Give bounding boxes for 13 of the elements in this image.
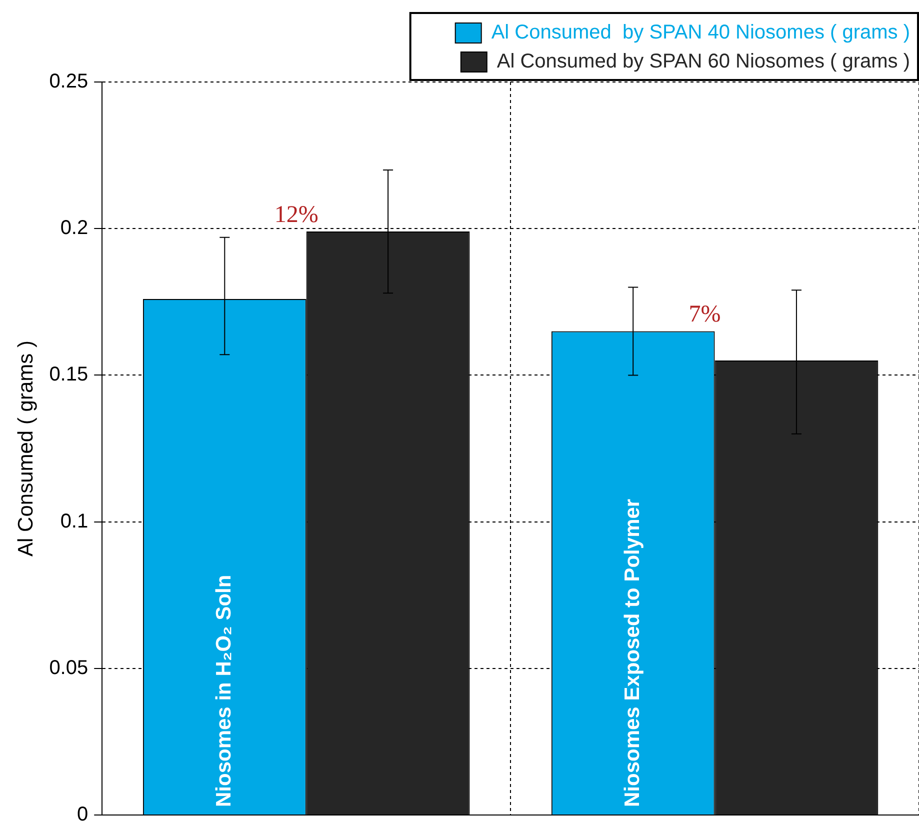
legend-label: Al Consumed by SPAN 40 Niosomes ( grams ) (491, 22, 910, 44)
y-tick-label: 0 (77, 804, 88, 826)
legend-label: Al Consumed by SPAN 60 Niosomes ( grams ) (496, 50, 910, 73)
y-tick-label: 0.15 (49, 364, 88, 386)
x-tick-label: Niosomes Exposed to Polymer (620, 498, 644, 807)
y-tick-label: 0.1 (60, 510, 88, 532)
x-tick-label: Niosomes in H₂O₂ Soln (212, 574, 236, 807)
y-tick-label: 0.2 (60, 217, 88, 240)
y-tick-label: 0.25 (49, 70, 88, 93)
y-axis-title: Al Consumed ( grams ) (14, 340, 38, 556)
annotation: 12% (274, 202, 318, 228)
y-tick-label: 0.05 (49, 656, 88, 679)
annotation: 7% (688, 302, 721, 328)
